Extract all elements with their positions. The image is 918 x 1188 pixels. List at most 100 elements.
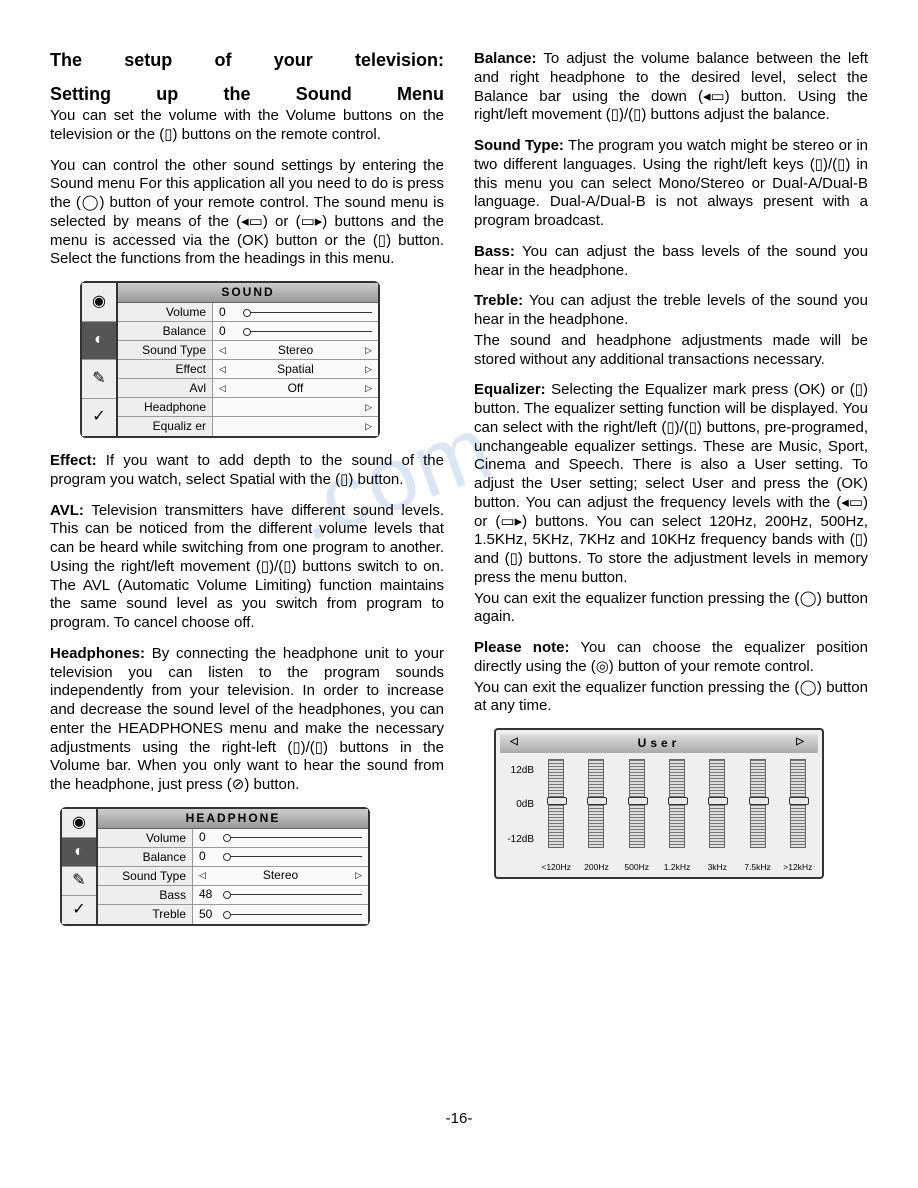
menu-row: Bass48 bbox=[98, 886, 368, 905]
soundtype-label: Sound Type: bbox=[474, 137, 564, 154]
eq-header-label: User bbox=[638, 736, 681, 750]
para-note: Please note: You can choose the equalize… bbox=[474, 639, 868, 677]
para-treble: Treble: You can adjust the treble levels… bbox=[474, 292, 868, 330]
eq-left-arrow: ◁ bbox=[510, 736, 522, 749]
menu-row-value: ▷ bbox=[213, 398, 378, 416]
sidebar-icon: ✓ bbox=[62, 896, 96, 924]
menu-row: Balance0 bbox=[98, 848, 368, 867]
headphone-menu-header: HEADPHONE bbox=[98, 809, 368, 829]
menu-row-label: Effect bbox=[118, 360, 213, 378]
bass-text: You can adjust the bass levels of the so… bbox=[474, 243, 868, 279]
headphones-label: Headphones: bbox=[50, 645, 145, 662]
eq-slider bbox=[626, 759, 648, 850]
menu-row: Volume0 bbox=[98, 829, 368, 848]
balance-label: Balance: bbox=[474, 50, 537, 67]
headphone-menu-sidebar: ◉ ◐ ✎ ✓ bbox=[62, 809, 98, 924]
menu-row-label: Volume bbox=[98, 829, 193, 847]
menu-row: Headphone▷ bbox=[118, 398, 378, 417]
eq-sliders bbox=[536, 759, 818, 864]
menu-row-value: ◁Stereo▷ bbox=[193, 867, 368, 885]
treble-label: Treble: bbox=[474, 292, 523, 309]
para-volume: You can set the volume with the Volume b… bbox=[50, 107, 444, 145]
eq-right-arrow: ▷ bbox=[796, 736, 808, 749]
menu-row: Equaliz er▷ bbox=[118, 417, 378, 436]
menu-row-value: ◁Stereo▷ bbox=[213, 341, 378, 359]
para-balance: Balance: To adjust the volume balance be… bbox=[474, 50, 868, 125]
menu-row-value: 0 bbox=[213, 322, 378, 340]
menu-row-value: ▷ bbox=[213, 417, 378, 436]
equalizer-header: ◁ User ▷ bbox=[500, 734, 818, 753]
eq-slider bbox=[585, 759, 607, 850]
bass-label: Bass: bbox=[474, 243, 515, 260]
para-note-exit: You can exit the equalizer function pres… bbox=[474, 679, 868, 717]
eq-slider bbox=[787, 759, 809, 850]
note-label: Please note: bbox=[474, 639, 569, 656]
equalizer-text: Selecting the Equalizer mark press (OK) … bbox=[474, 381, 868, 586]
sidebar-icon: ◐ bbox=[82, 322, 116, 361]
menu-row: Treble50 bbox=[98, 905, 368, 924]
menu-row-value: 50 bbox=[193, 905, 368, 924]
para-headphones: Headphones: By connecting the headphone … bbox=[50, 645, 444, 795]
para-equalizer-exit: You can exit the equalizer function pres… bbox=[474, 590, 868, 628]
para-avl: AVL: Television transmitters have differ… bbox=[50, 502, 444, 633]
para-sound-menu: You can control the other sound settings… bbox=[50, 157, 444, 270]
sidebar-icon: ✎ bbox=[62, 867, 96, 896]
eq-ylabel: 0dB bbox=[502, 799, 534, 812]
menu-row-label: Treble bbox=[98, 905, 193, 924]
menu-row-value: ◁Off▷ bbox=[213, 379, 378, 397]
menu-row-label: Avl bbox=[118, 379, 213, 397]
sidebar-icon: ◐ bbox=[62, 838, 96, 867]
menu-row: Sound Type◁Stereo▷ bbox=[118, 341, 378, 360]
eq-slider bbox=[747, 759, 769, 850]
headphone-menu-box: ◉ ◐ ✎ ✓ HEADPHONE Volume0Balance0Sound T… bbox=[60, 807, 370, 926]
menu-row: Avl◁Off▷ bbox=[118, 379, 378, 398]
menu-row-label: Volume bbox=[118, 303, 213, 321]
sound-menu-box: ◉ ◐ ✎ ✓ SOUND Volume0Balance0Sound Type◁… bbox=[80, 281, 380, 438]
avl-text: Television transmitters have different s… bbox=[50, 502, 444, 632]
effect-text: If you want to add depth to the sound of… bbox=[50, 452, 444, 488]
avl-label: AVL: bbox=[50, 502, 84, 519]
para-soundtype: Sound Type: The program you watch might … bbox=[474, 137, 868, 231]
menu-row: Volume0 bbox=[118, 303, 378, 322]
eq-slider bbox=[666, 759, 688, 850]
menu-row: Effect◁Spatial▷ bbox=[118, 360, 378, 379]
menu-row-label: Sound Type bbox=[118, 341, 213, 359]
menu-row-label: Sound Type bbox=[98, 867, 193, 885]
eq-ylabel: -12dB bbox=[502, 834, 534, 847]
menu-row-value: 0 bbox=[193, 829, 368, 847]
effect-label: Effect: bbox=[50, 452, 97, 469]
menu-row-value: 48 bbox=[193, 886, 368, 904]
sound-menu-sidebar: ◉ ◐ ✎ ✓ bbox=[82, 283, 118, 436]
menu-row-label: Headphone bbox=[118, 398, 213, 416]
sidebar-icon: ✎ bbox=[82, 360, 116, 399]
para-bass: Bass: You can adjust the bass levels of … bbox=[474, 243, 868, 281]
menu-row-value: 0 bbox=[213, 303, 378, 321]
sound-menu-header: SOUND bbox=[118, 283, 378, 303]
left-column: The setup of your television: Setting up… bbox=[50, 50, 444, 1080]
menu-row-label: Equaliz er bbox=[118, 417, 213, 436]
menu-row-value: 0 bbox=[193, 848, 368, 866]
title-line1: The setup of your television: bbox=[50, 50, 444, 72]
sidebar-icon: ✓ bbox=[82, 399, 116, 437]
eq-ylabel: 12dB bbox=[502, 765, 534, 778]
sidebar-icon: ◉ bbox=[62, 809, 96, 838]
headphones-text: By connecting the headphone unit to your… bbox=[50, 645, 444, 793]
equalizer-box: ◁ User ▷ 12dB 0dB -12dB <120Hz200Hz500Hz… bbox=[494, 728, 824, 879]
para-effect: Effect: If you want to add depth to the … bbox=[50, 452, 444, 490]
para-treble-2: The sound and headphone adjustments made… bbox=[474, 332, 868, 370]
title-line2: Setting up the Sound Menu bbox=[50, 84, 444, 106]
menu-row-label: Balance bbox=[118, 322, 213, 340]
menu-row-label: Balance bbox=[98, 848, 193, 866]
menu-row: Balance0 bbox=[118, 322, 378, 341]
eq-ylabels: 12dB 0dB -12dB bbox=[500, 759, 536, 864]
menu-row-value: ◁Spatial▷ bbox=[213, 360, 378, 378]
eq-slider bbox=[545, 759, 567, 850]
para-equalizer: Equalizer: Selecting the Equalizer mark … bbox=[474, 381, 868, 587]
page-number: -16- bbox=[0, 1110, 918, 1127]
equalizer-label: Equalizer: bbox=[474, 381, 546, 398]
menu-row-label: Bass bbox=[98, 886, 193, 904]
menu-row: Sound Type◁Stereo▷ bbox=[98, 867, 368, 886]
treble-text: You can adjust the treble levels of the … bbox=[474, 292, 868, 328]
sidebar-icon: ◉ bbox=[82, 283, 116, 322]
eq-slider bbox=[706, 759, 728, 850]
